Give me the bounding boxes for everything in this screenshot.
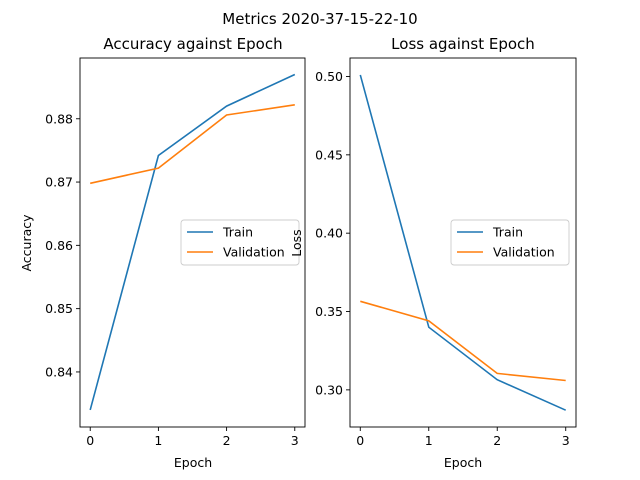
accuracy-x-tick-label: 0 <box>86 433 94 448</box>
loss-y-tick-label: 0.35 <box>315 304 343 319</box>
accuracy-y-tick-label: 0.87 <box>45 175 73 190</box>
accuracy-y-tick-label: 0.88 <box>45 111 73 126</box>
loss-y-tick-label: 0.40 <box>315 226 343 241</box>
loss-y-axis-label: Loss <box>289 229 304 256</box>
accuracy-axes-frame <box>79 57 306 428</box>
loss-legend-label-train: Train <box>492 225 523 240</box>
loss-legend-label-validation: Validation <box>493 245 555 260</box>
loss-x-tick-label: 0 <box>356 433 364 448</box>
loss-y-tick-label: 0.50 <box>315 69 343 84</box>
accuracy-x-tick-label: 2 <box>223 433 231 448</box>
accuracy-legend-label-validation: Validation <box>223 245 285 260</box>
loss-axes-frame <box>349 57 577 428</box>
accuracy-series-line-validation <box>90 104 295 185</box>
accuracy-y-tick-label: 0.85 <box>45 301 73 316</box>
accuracy-x-axis-label: Epoch <box>174 455 212 470</box>
accuracy-x-tick-label: 3 <box>291 433 299 448</box>
loss-x-tick-label: 3 <box>562 433 570 448</box>
accuracy-legend-label-train: Train <box>222 225 253 240</box>
loss-chart: Loss against Epoch Epoch Loss 0 1 2 3 0.30 0.… <box>289 35 577 470</box>
accuracy-x-tick-label: 1 <box>154 433 162 448</box>
loss-series-line-validation <box>360 300 566 382</box>
loss-x-axis-label: Epoch <box>444 455 482 470</box>
accuracy-chart: Accuracy against Epoch Epoch Accuracy 0 1… <box>19 35 306 470</box>
loss-y-tick-label: 0.30 <box>315 382 343 397</box>
accuracy-y-tick-label: 0.84 <box>45 364 73 379</box>
loss-x-tick-label: 1 <box>425 433 433 448</box>
loss-series-line-train <box>359 74 567 411</box>
loss-x-tick-label: 2 <box>493 433 501 448</box>
accuracy-series-line-train <box>89 73 296 411</box>
figure-suptitle: Metrics 2020-37-15-22-10 <box>222 10 417 28</box>
accuracy-y-axis-label: Accuracy <box>19 214 34 272</box>
loss-legend: Train Validation <box>450 219 570 266</box>
accuracy-chart-title: Accuracy against Epoch <box>103 35 282 53</box>
loss-chart-title: Loss against Epoch <box>391 35 535 53</box>
loss-y-tick-label: 0.45 <box>315 147 343 162</box>
accuracy-y-tick-label: 0.86 <box>45 238 73 253</box>
accuracy-legend: Train Validation <box>180 219 300 266</box>
